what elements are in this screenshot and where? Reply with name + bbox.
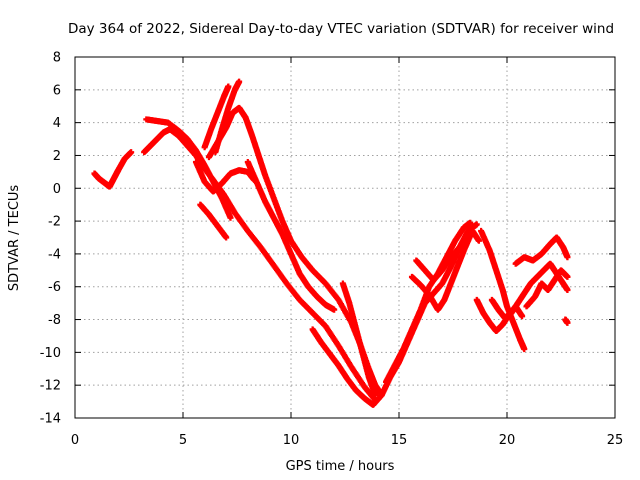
data-point-marker (519, 313, 526, 320)
y-tick-label: -8 (48, 313, 61, 328)
data-point-marker (236, 78, 243, 85)
y-tick-label: 2 (53, 149, 61, 164)
data-point-marker (521, 346, 528, 353)
x-tick-label: 15 (391, 433, 408, 448)
y-tick-label: -4 (48, 247, 61, 262)
series-arc-13 (408, 227, 482, 313)
series-arc-7 (212, 78, 243, 156)
data-point-marker (467, 219, 474, 226)
data-point-marker (473, 221, 480, 228)
plot-frame (74, 56, 616, 419)
data-point-marker (227, 214, 234, 221)
data-point-marker (564, 319, 571, 326)
series-arc-19 (523, 267, 571, 310)
data-point-marker (475, 237, 482, 244)
data-point-marker (564, 273, 571, 280)
y-tick-label: -10 (40, 346, 61, 361)
data-point-marker (564, 254, 571, 261)
series-arc-1 (91, 149, 135, 190)
y-tick-label: -14 (40, 412, 61, 427)
series-arc-18 (512, 234, 571, 267)
series-arc-10 (309, 221, 480, 408)
y-tick-label: -2 (48, 215, 61, 230)
series-arc-14 (413, 244, 463, 284)
y-tick-label: 0 (53, 182, 61, 197)
series-arc-9 (244, 159, 338, 313)
series-arc-15 (478, 227, 528, 353)
x-tick-label: 10 (283, 433, 300, 448)
y-tick-label: -6 (48, 280, 61, 295)
data-point-marker (331, 306, 338, 313)
series-arc-20 (562, 316, 571, 326)
series-arc-11 (339, 280, 379, 399)
series-arc-5 (192, 159, 258, 195)
y-tick-label: -12 (40, 379, 61, 394)
data-point-marker (372, 392, 379, 399)
tick-marks (74, 56, 616, 419)
x-tick-labels: 0 5 10 15 20 25 (71, 433, 623, 448)
y-tick-label: 6 (53, 83, 61, 98)
series-arc-6 (201, 83, 232, 151)
y-tick-label: 4 (53, 116, 61, 131)
data-points (91, 78, 571, 408)
data-point-marker (456, 244, 463, 251)
series-arc-4 (197, 201, 230, 241)
data-point-marker (225, 83, 232, 90)
y-tick-labels: -14 -12 -10 -8 -6 -4 -2 0 2 4 6 8 (40, 51, 61, 427)
x-tick-label: 25 (607, 433, 624, 448)
x-axis-label: GPS time / hours (286, 459, 395, 474)
data-point-marker (128, 149, 135, 156)
series-arc-17 (473, 296, 526, 335)
data-point-marker (223, 234, 230, 241)
grid-lines (75, 57, 615, 418)
chart-title: Day 364 of 2022, Sidereal Day-to-day VTE… (68, 21, 614, 37)
series-arc-8 (205, 104, 385, 399)
x-tick-label: 20 (499, 433, 516, 448)
y-tick-label: 8 (53, 51, 61, 66)
x-tick-label: 0 (71, 433, 79, 448)
x-tick-label: 5 (179, 433, 187, 448)
y-axis-label: SDTVAR / TECUs (7, 185, 22, 292)
data-point-marker (564, 287, 571, 294)
